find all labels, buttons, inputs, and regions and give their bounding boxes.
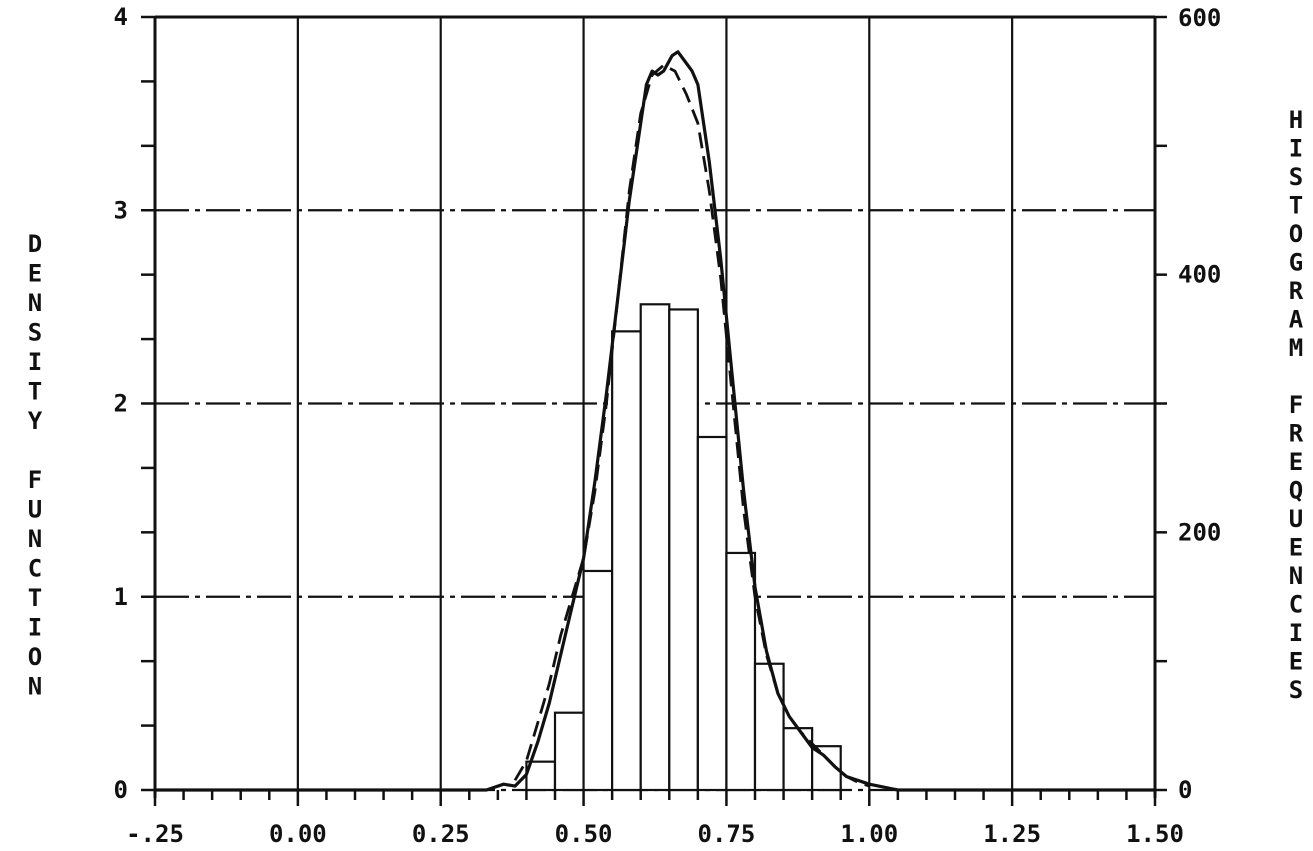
- histogram-bar-5: [668, 308, 699, 792]
- y2-title-char-18: I: [1289, 619, 1303, 647]
- histogram-bar-3: [611, 330, 642, 792]
- histogram-bar-6: [696, 435, 728, 792]
- y-tick-label-1: 1: [114, 583, 128, 611]
- y-title-char-6: Y: [28, 407, 43, 435]
- y-tick-label-2: 2: [114, 390, 128, 418]
- x-tick-label-0: -.25: [126, 820, 184, 848]
- y2-title-char-8: M: [1289, 334, 1303, 362]
- x-tick-label-1: 0.00: [269, 820, 327, 848]
- y-title-char-4: I: [28, 348, 42, 376]
- x-tick-label-6: 1.25: [983, 820, 1041, 848]
- y-title-char-9: U: [28, 496, 42, 524]
- y-title-char-5: T: [28, 378, 42, 406]
- y2-title-char-13: Q: [1289, 477, 1303, 505]
- y2-title-char-10: F: [1289, 391, 1303, 419]
- y2-tick-label-1: 200: [1178, 518, 1221, 546]
- y-tick-label-4: 4: [114, 3, 128, 31]
- y2-title-char-17: C: [1289, 591, 1303, 619]
- y-title-char-10: N: [28, 525, 42, 553]
- y2-title-char-16: N: [1289, 562, 1303, 590]
- y2-title-char-0: H: [1289, 106, 1303, 134]
- histogram-bar-4: [639, 303, 671, 792]
- y-title-char-2: N: [28, 289, 42, 317]
- y-title-char-14: O: [28, 643, 42, 671]
- y2-tick-label-3: 600: [1178, 4, 1221, 32]
- y-title-char-3: S: [28, 319, 42, 347]
- x-tick-label-3: 0.50: [555, 820, 613, 848]
- histogram-bar-2: [582, 569, 614, 792]
- y-title-char-8: F: [28, 466, 42, 494]
- y2-title-char-6: R: [1289, 277, 1304, 305]
- x-tick-label-2: 0.25: [412, 820, 470, 848]
- y2-title-char-2: S: [1289, 163, 1303, 191]
- y2-title-char-15: E: [1289, 534, 1303, 562]
- x-tick-label-5: 1.00: [840, 820, 898, 848]
- y-title-char-1: E: [28, 260, 42, 288]
- histogram-bar-9: [782, 727, 814, 792]
- y2-title-char-1: I: [1289, 135, 1303, 163]
- y-title-char-11: C: [28, 555, 42, 583]
- y-tick-label-3: 3: [114, 196, 128, 224]
- y2-title-char-19: E: [1289, 648, 1303, 676]
- y-title-char-0: D: [28, 230, 42, 258]
- y2-title-char-20: S: [1289, 676, 1303, 704]
- tick-labels: -.25 0.00 0.25 0.50 0.75 1.00 1.25 1.50 0 1 2 3 4 0 20…: [114, 3, 1222, 848]
- density-curve-dashed: [513, 63, 870, 788]
- y2-title-char-3: T: [1289, 192, 1303, 220]
- y-tick-label-0: 0: [114, 776, 128, 804]
- histogram-bar-1: [553, 711, 585, 792]
- y2-title-char-4: O: [1289, 220, 1303, 248]
- x-tick-label-7: 1.50: [1126, 820, 1184, 848]
- histogram-bar-7: [725, 551, 757, 792]
- x-tick-label-4: 0.75: [698, 820, 756, 848]
- y2-tick-label-0: 0: [1178, 776, 1192, 804]
- y2-title-char-5: G: [1289, 249, 1303, 277]
- axes-frame: [141, 15, 1167, 806]
- y2-title-char-14: U: [1289, 505, 1303, 533]
- y2-title-char-7: A: [1289, 306, 1304, 334]
- y-title-char-15: N: [28, 673, 42, 701]
- y-title-char-13: I: [28, 614, 42, 642]
- y2-title-char-11: R: [1289, 420, 1304, 448]
- y2-title-char-12: E: [1289, 448, 1303, 476]
- histogram-bar-8: [753, 662, 785, 792]
- histogram-bars: [525, 303, 842, 792]
- y-title-char-12: T: [28, 584, 42, 612]
- density-curves: [155, 50, 1155, 792]
- y2-tick-label-2: 400: [1178, 261, 1221, 289]
